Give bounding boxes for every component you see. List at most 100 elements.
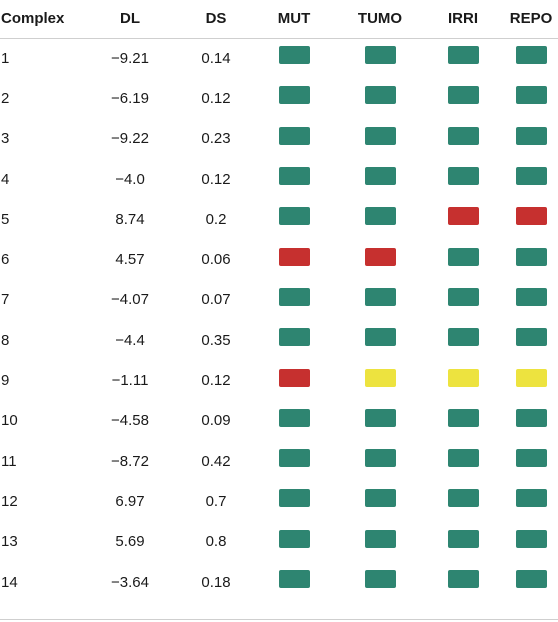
- cell-irri: [423, 159, 503, 199]
- cell-repo: [503, 522, 558, 562]
- header-tumo: TUMO: [357, 10, 403, 28]
- status-box-irri: [447, 570, 479, 589]
- cell-tumo: [337, 38, 423, 78]
- cell-complex: 10: [1, 412, 18, 430]
- cell-complex: 1: [1, 49, 10, 67]
- cell-complex: 7: [1, 291, 10, 309]
- cell-irri: [423, 38, 503, 78]
- status-box-repo: [515, 287, 547, 306]
- table-row: 8 −4.4 0.35: [0, 320, 558, 360]
- status-box-repo: [515, 167, 547, 186]
- table-row: 9 −1.11 0.12: [0, 360, 558, 400]
- cell-tumo: [337, 159, 423, 199]
- table-row: 13 5.69 0.8: [0, 522, 558, 562]
- status-box-irri: [447, 328, 479, 347]
- table-row: 1 −9.21 0.14: [0, 38, 558, 78]
- cell-mut: [251, 38, 337, 78]
- header-irri: IRRI: [448, 10, 478, 28]
- cell-tumo: [337, 199, 423, 239]
- status-box-tumo: [364, 167, 396, 186]
- table-body: 1 −9.21 0.14 2 −6.19 0.12 3 −9.22 0.23 4 −4.0 0.12 5…: [0, 38, 558, 602]
- cell-mut: [251, 78, 337, 118]
- status-box-mut: [278, 247, 310, 266]
- table-row: 10 −4.58 0.09: [0, 401, 558, 441]
- cell-complex: 9: [1, 372, 10, 390]
- cell-irri: [423, 401, 503, 441]
- cell-ds: 0.8: [205, 533, 227, 551]
- table-row: 11 −8.72 0.42: [0, 441, 558, 481]
- cell-irri: [423, 441, 503, 481]
- cell-tumo: [337, 481, 423, 521]
- status-box-irri: [447, 86, 479, 105]
- cell-repo: [503, 401, 558, 441]
- cell-tumo: [337, 360, 423, 400]
- cell-complex: 2: [1, 89, 10, 107]
- cell-irri: [423, 78, 503, 118]
- status-box-repo: [515, 86, 547, 105]
- toxicity-table: Complex DL DS MUT TUMO IRRI REPO 1 −9.21 0…: [0, 0, 558, 602]
- cell-ds: 0.06: [201, 251, 231, 269]
- status-box-repo: [515, 489, 547, 508]
- cell-mut: [251, 481, 337, 521]
- cell-complex: 11: [1, 452, 17, 470]
- status-box-tumo: [364, 449, 396, 468]
- status-box-tumo: [364, 408, 396, 427]
- cell-ds: 0.14: [201, 49, 231, 67]
- header-row: Complex DL DS MUT TUMO IRRI REPO: [0, 0, 558, 38]
- table-row: 7 −4.07 0.07: [0, 280, 558, 320]
- status-box-mut: [278, 408, 310, 427]
- cell-tumo: [337, 280, 423, 320]
- cell-repo: [503, 119, 558, 159]
- cell-repo: [503, 199, 558, 239]
- cell-mut: [251, 239, 337, 279]
- cell-mut: [251, 320, 337, 360]
- cell-dl: −1.11: [111, 372, 149, 390]
- status-box-repo: [515, 529, 547, 548]
- cell-repo: [503, 38, 558, 78]
- status-box-repo: [515, 207, 547, 226]
- cell-mut: [251, 401, 337, 441]
- cell-dl: −8.72: [111, 452, 149, 470]
- status-box-mut: [278, 449, 310, 468]
- cell-tumo: [337, 441, 423, 481]
- status-box-tumo: [364, 207, 396, 226]
- cell-repo: [503, 562, 558, 602]
- header-repo: REPO: [509, 10, 553, 28]
- cell-complex: 4: [1, 170, 10, 188]
- cell-tumo: [337, 119, 423, 159]
- cell-dl: 8.74: [115, 210, 145, 228]
- status-box-repo: [515, 247, 547, 266]
- cell-ds: 0.18: [201, 573, 231, 591]
- status-box-repo: [515, 328, 547, 347]
- status-box-mut: [278, 126, 310, 145]
- cell-mut: [251, 159, 337, 199]
- cell-ds: 0.35: [201, 331, 231, 349]
- cell-dl: 6.97: [115, 492, 145, 510]
- status-box-mut: [278, 489, 310, 508]
- cell-irri: [423, 119, 503, 159]
- table-header: Complex DL DS MUT TUMO IRRI REPO: [0, 0, 558, 38]
- status-box-irri: [447, 287, 479, 306]
- status-box-tumo: [364, 529, 396, 548]
- cell-dl: −3.64: [111, 573, 149, 591]
- table-row: 14 −3.64 0.18: [0, 562, 558, 602]
- status-box-tumo: [364, 247, 396, 266]
- cell-dl: −9.22: [111, 130, 149, 148]
- cell-dl: 5.69: [115, 533, 145, 551]
- cell-repo: [503, 441, 558, 481]
- cell-repo: [503, 360, 558, 400]
- cell-repo: [503, 320, 558, 360]
- cell-mut: [251, 119, 337, 159]
- cell-repo: [503, 481, 558, 521]
- cell-tumo: [337, 78, 423, 118]
- cell-dl: −4.07: [111, 291, 149, 309]
- cell-irri: [423, 481, 503, 521]
- table-bottom-rule: [0, 619, 558, 620]
- header-dl: DL: [120, 10, 140, 28]
- cell-irri: [423, 199, 503, 239]
- table-row: 5 8.74 0.2: [0, 199, 558, 239]
- cell-ds: 0.07: [201, 291, 231, 309]
- cell-ds: 0.12: [201, 372, 231, 390]
- cell-irri: [423, 562, 503, 602]
- status-box-tumo: [364, 287, 396, 306]
